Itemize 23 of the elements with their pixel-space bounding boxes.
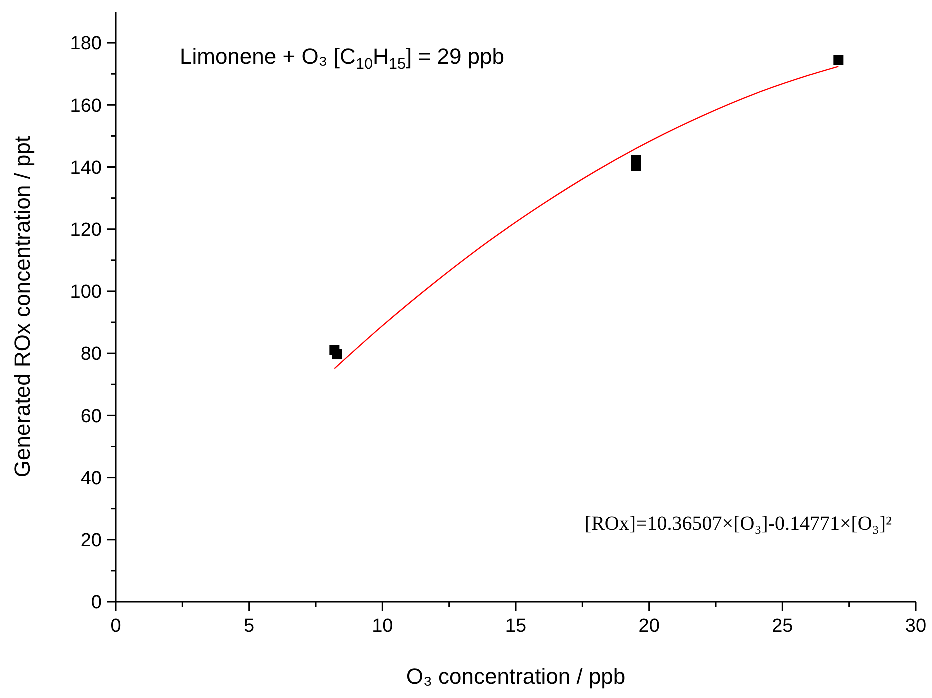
y-axis-title: Generated ROx concentration / ppt (10, 136, 35, 478)
x-tick-label: 10 (372, 616, 394, 637)
y-tick-label: 100 (70, 282, 102, 304)
x-tick-label: 0 (110, 616, 122, 637)
y-tick-label: 40 (80, 468, 102, 490)
y-tick-label: 60 (80, 406, 102, 428)
x-tick-label: 30 (905, 616, 927, 637)
x-tick-label: 25 (772, 616, 794, 637)
y-tick-label: 180 (70, 34, 102, 55)
x-tick-label: 5 (244, 616, 255, 637)
point (332, 350, 342, 360)
text: Limonene + O₃ [C$_{10}$H$_{15}$] = 29 ppb (180, 44, 505, 72)
point (834, 55, 844, 66)
x-tick-label: 20 (638, 616, 660, 637)
x-axis-title: O₃ concentration / ppb (406, 664, 626, 689)
y-tick-label: 80 (80, 344, 102, 366)
y-tick-label: 120 (70, 220, 102, 242)
y-tick-label: 140 (70, 158, 102, 179)
y-tick-label: 160 (70, 96, 102, 117)
y-tick-label: 20 (80, 530, 102, 552)
y-tick-label: 0 (91, 592, 102, 614)
x-tick-label: 15 (505, 616, 527, 637)
annotation: [ROx]=10.36507×[O₃]-0.14771×[O₃]² (584, 513, 892, 535)
